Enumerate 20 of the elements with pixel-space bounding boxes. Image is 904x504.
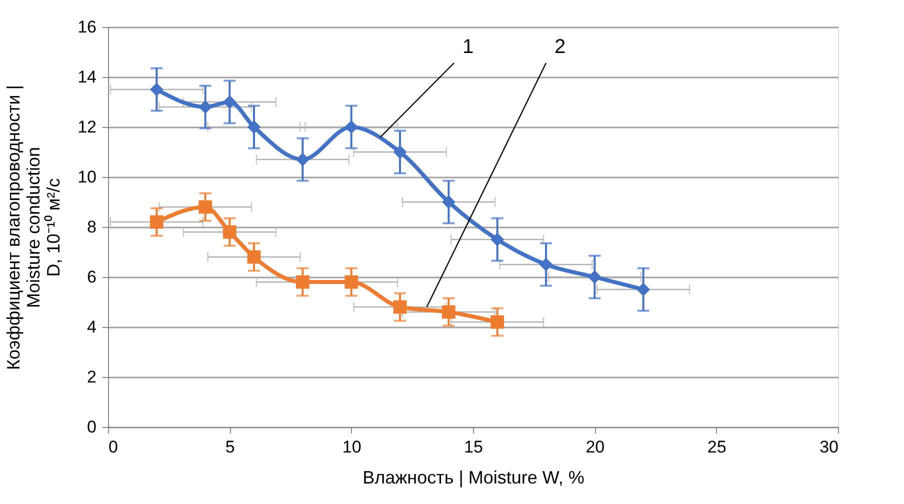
x-tick-label: 10 <box>342 438 362 456</box>
annotation: 1 <box>462 36 474 58</box>
y-tick-label: 0 <box>87 418 96 436</box>
x-tick-label: 0 <box>108 438 118 456</box>
annotation: 2 <box>554 36 566 58</box>
x-axis-title: Влажность | Moisture W, % <box>362 468 584 488</box>
x-tick-label: 5 <box>225 438 235 456</box>
y-tick-label: 16 <box>78 18 96 36</box>
y-tick-label: 2 <box>87 368 96 386</box>
x-tick-label: 25 <box>707 438 726 456</box>
y-tick-label: 6 <box>87 268 96 286</box>
y-axis-title: Коэффициент влагопроводности | Moisture conduction D, 10⁻¹⁰ м²/с <box>4 85 64 370</box>
y-tick-label: 8 <box>87 218 96 236</box>
x-tick-label: 20 <box>586 438 605 456</box>
y-tick-label: 14 <box>78 68 96 86</box>
y-tick-label: 4 <box>87 318 96 336</box>
y-tick-label: 12 <box>78 118 96 136</box>
x-tick-label: 15 <box>464 438 483 456</box>
x-tick-label: 30 <box>820 438 838 456</box>
y-tick-label: 10 <box>78 168 96 186</box>
